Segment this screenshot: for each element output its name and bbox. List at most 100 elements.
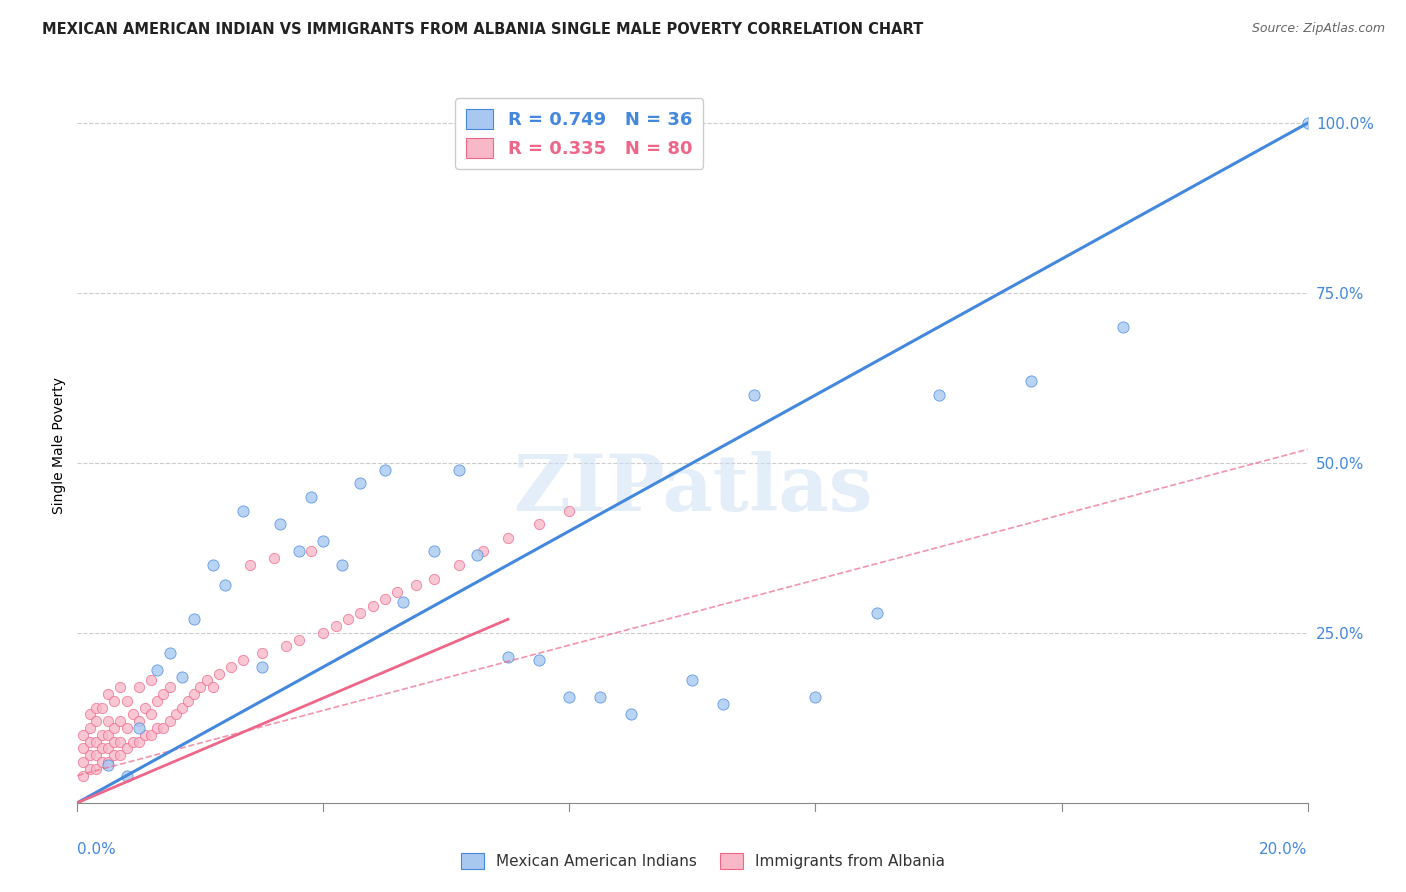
Point [84,762,107,776]
Point [361,599,384,613]
Point [115,741,138,756]
Point [72,728,94,742]
Point [170,670,193,684]
Point [208,666,231,681]
Point [90,741,114,756]
Point [405,578,427,592]
Point [97,687,120,701]
Point [110,680,132,694]
Point [804,690,827,705]
Point [620,707,643,722]
Point [159,680,181,694]
Point [201,680,224,694]
Point [928,388,950,402]
Point [465,548,488,562]
Point [97,741,120,756]
Point [79,748,101,763]
Point [128,721,150,735]
Point [97,758,120,772]
Point [312,534,335,549]
Point [527,517,550,532]
Point [496,649,519,664]
Text: Source: ZipAtlas.com: Source: ZipAtlas.com [1251,22,1385,36]
Point [299,490,322,504]
Point [1296,116,1319,130]
Point [447,558,470,572]
Point [527,653,550,667]
Point [312,626,335,640]
Point [374,463,396,477]
Point [232,653,254,667]
Point [146,694,169,708]
Point [128,680,150,694]
Point [250,646,273,660]
Point [330,558,353,572]
Point [188,680,212,694]
Point [103,721,125,735]
Point [84,734,107,748]
Point [121,707,143,722]
Point [349,476,371,491]
Point [115,694,138,708]
Point [146,721,169,735]
Point [79,707,101,722]
Text: 0.0%: 0.0% [77,842,117,857]
Point [239,558,262,572]
Point [103,694,125,708]
Point [97,728,120,742]
Point [682,673,704,688]
Point [90,728,114,742]
Point [146,663,169,677]
Point [165,707,187,722]
Point [72,741,94,756]
Point [866,606,889,620]
Legend: Mexican American Indians, Immigrants from Albania: Mexican American Indians, Immigrants fro… [456,847,950,875]
Point [711,698,734,712]
Point [325,619,347,633]
Point [110,748,132,763]
Point [90,700,114,714]
Point [152,687,174,701]
Point [1019,375,1042,389]
Point [385,585,409,599]
Point [84,714,107,729]
Point [110,714,132,729]
Point [201,558,224,572]
Point [177,694,200,708]
Point [79,734,101,748]
Point [195,673,218,688]
Point [496,531,519,545]
Point [79,762,101,776]
Point [121,734,143,748]
Point [423,572,446,586]
Point [97,714,120,729]
Point [183,687,205,701]
Point [219,660,242,674]
Point [170,700,193,714]
Point [472,544,495,558]
Point [128,734,150,748]
Point [374,591,396,606]
Point [84,700,107,714]
Text: MEXICAN AMERICAN INDIAN VS IMMIGRANTS FROM ALBANIA SINGLE MALE POVERTY CORRELATI: MEXICAN AMERICAN INDIAN VS IMMIGRANTS FR… [42,22,924,37]
Y-axis label: Single Male Poverty: Single Male Poverty [52,377,66,515]
Point [141,707,163,722]
Point [110,734,132,748]
Point [134,728,156,742]
Point [349,606,371,620]
Point [276,640,298,654]
Point [79,721,101,735]
Point [214,578,236,592]
Point [84,748,107,763]
Point [115,721,138,735]
Point [115,769,138,783]
Point [742,388,765,402]
Point [72,769,94,783]
Point [183,612,205,626]
Point [589,690,612,705]
Point [232,503,254,517]
Point [288,544,311,558]
Point [558,503,581,517]
Point [269,517,291,532]
Point [263,551,285,566]
